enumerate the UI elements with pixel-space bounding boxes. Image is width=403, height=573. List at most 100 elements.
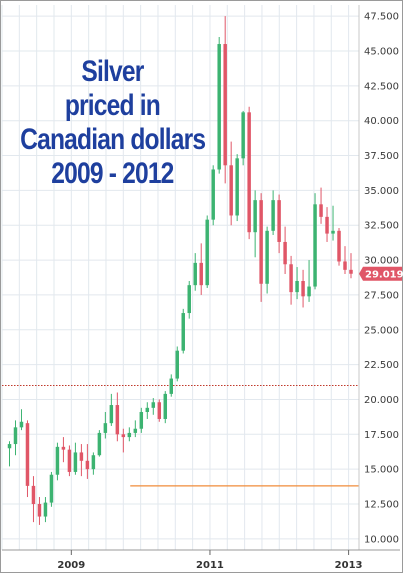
candle (295, 267, 299, 300)
candle (55, 442, 60, 481)
candle-body (79, 452, 84, 461)
candle (175, 346, 179, 382)
candle (37, 497, 42, 525)
candle (307, 260, 311, 302)
candle-body (241, 112, 245, 159)
candle-body (325, 216, 329, 234)
candle (139, 407, 144, 433)
candle-body (43, 502, 48, 517)
x-axis: 2009 2011 2013 (2, 549, 400, 571)
candle-body (313, 204, 317, 287)
candle-body (115, 405, 120, 435)
candle (145, 402, 150, 419)
candle (313, 193, 317, 290)
title-line-2: priced in (64, 89, 161, 122)
y-tick-label: 15.000 (364, 465, 399, 476)
candle (121, 428, 126, 453)
candle-body (343, 261, 347, 270)
candle (43, 497, 48, 523)
candle (187, 280, 191, 319)
candle (235, 154, 239, 222)
candle (223, 16, 227, 184)
y-tick-label: 40.000 (364, 116, 399, 127)
candle (85, 444, 90, 479)
candle (319, 187, 323, 224)
candle-body (295, 280, 299, 293)
candle-body (169, 378, 174, 394)
candle-body (331, 230, 335, 234)
chart-title: Silver priced in Canadian dollars 2009 -… (20, 55, 206, 191)
candle-body (229, 165, 233, 216)
y-tick-label: 10.000 (364, 534, 399, 545)
candle-body (109, 405, 114, 424)
candle-body (253, 200, 257, 233)
candle (169, 374, 174, 397)
y-tick-label: 25.000 (364, 325, 399, 336)
candle (133, 420, 138, 438)
candle-body (307, 286, 311, 297)
candle-body (25, 423, 30, 486)
candle (199, 243, 203, 295)
candle (259, 193, 263, 302)
candle (61, 437, 66, 463)
title-line-4: 2009 - 2012 (51, 157, 174, 190)
candle (115, 392, 120, 442)
candle (109, 393, 114, 426)
candle-body (199, 262, 203, 286)
candle-body (259, 200, 263, 284)
candle (25, 420, 30, 498)
price-tag-box (359, 266, 402, 281)
y-tick-label: 27.500 (364, 290, 399, 301)
candle (193, 253, 197, 291)
candle (283, 226, 287, 275)
candle (7, 441, 12, 467)
candle-body (319, 204, 323, 217)
candle-body (163, 393, 168, 419)
y-axis: 10.000 12.500 15.000 17.500 20.000 22.500 25.0… (358, 5, 399, 550)
candle (91, 452, 96, 475)
candle (13, 420, 18, 456)
candle-body (271, 200, 275, 231)
x-tick-label: 2013 (335, 560, 363, 571)
candle (343, 246, 347, 275)
candle (241, 110, 245, 166)
price-tag-label: 29.019 (365, 269, 403, 280)
candle (157, 399, 162, 422)
candle (163, 391, 168, 424)
candle-body (55, 446, 60, 475)
candle-body (49, 474, 54, 503)
candle-body (289, 264, 293, 293)
y-tick-label: 20.000 (364, 395, 399, 406)
candle-body (301, 280, 305, 297)
candle (331, 205, 335, 241)
candle (301, 269, 305, 308)
candle (73, 442, 78, 475)
candle-body (247, 112, 251, 233)
candle (79, 444, 84, 477)
candle-body (67, 449, 72, 472)
candle-body (157, 402, 162, 419)
x-tick-label: 2009 (57, 560, 85, 571)
candle (289, 255, 293, 305)
x-tick-label: 2011 (196, 560, 224, 571)
support-lines (2, 385, 359, 487)
last-price-tag: 29.019 (359, 266, 403, 281)
y-tick-label: 35.000 (364, 186, 399, 197)
candle-body (283, 241, 287, 265)
candle (253, 190, 257, 258)
candle (103, 412, 108, 439)
candle-body (235, 158, 239, 216)
grid-lines (1, 5, 359, 550)
y-tick-label: 17.500 (364, 430, 399, 441)
candle (181, 308, 185, 354)
y-tick-label: 47.500 (364, 12, 399, 23)
y-tick-label: 42.500 (364, 81, 399, 92)
candle-body (133, 428, 138, 433)
title-line-3: Canadian dollars (20, 123, 206, 156)
candle (211, 165, 215, 226)
candle (49, 471, 54, 507)
y-tick-label: 45.000 (364, 46, 399, 57)
y-tick-label: 22.500 (364, 360, 399, 371)
candle (217, 37, 221, 174)
candle-body (19, 421, 24, 428)
